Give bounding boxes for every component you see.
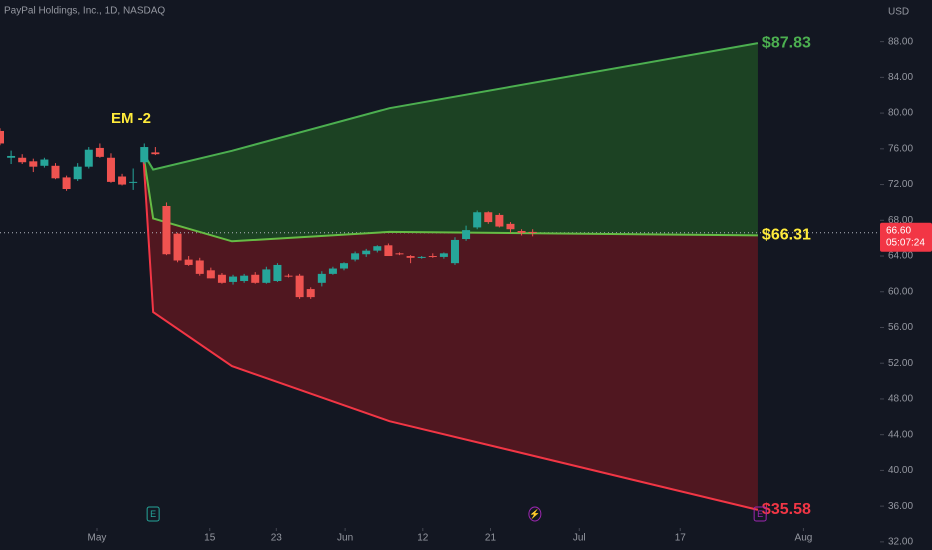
y-tick-label: 88.00 <box>888 36 913 47</box>
candle-body <box>184 259 193 265</box>
candle-body <box>229 276 238 282</box>
candle-body <box>351 253 360 260</box>
y-tick-label: 56.00 <box>888 322 913 333</box>
x-tick-label: Jun <box>337 533 353 544</box>
candle-body <box>73 166 82 180</box>
candle-body <box>62 177 71 190</box>
band-line <box>142 152 758 243</box>
y-tick-label: 72.00 <box>888 179 913 190</box>
candle-body <box>217 274 226 283</box>
candle-body <box>317 273 326 283</box>
y-tick-label: 44.00 <box>888 429 913 440</box>
y-tick-label: 36.00 <box>888 501 913 512</box>
x-tick-label: 15 <box>204 533 216 544</box>
candle-body <box>306 289 315 298</box>
y-tick-label: 52.00 <box>888 358 913 369</box>
candle-body <box>95 147 104 157</box>
x-tick-label: 21 <box>485 533 497 544</box>
candle-body <box>140 147 149 163</box>
candle-body <box>495 214 504 227</box>
candle-body <box>129 181 138 183</box>
candle-body <box>506 223 515 230</box>
candle-body <box>18 157 27 163</box>
candle-body <box>7 155 16 158</box>
event-label: E <box>150 509 156 519</box>
x-tick-label: Aug <box>795 533 813 544</box>
candle-body <box>240 275 249 282</box>
candle-body <box>51 165 60 179</box>
band-fill <box>143 43 758 242</box>
end-label: $87.83 <box>762 34 811 51</box>
event-icon <box>146 506 160 522</box>
x-tick-label: 17 <box>675 533 687 544</box>
candle-body <box>162 205 171 255</box>
candle-body <box>439 253 448 257</box>
annotation: EM -2 <box>111 110 151 127</box>
chart-title: PayPal Holdings, Inc., 1D, NASDAQ <box>4 6 165 17</box>
candle-body <box>373 246 382 251</box>
candle-body <box>406 256 415 258</box>
countdown: 05:07:24 <box>886 237 925 248</box>
y-tick-label: 76.00 <box>888 143 913 154</box>
candle-body <box>517 231 526 233</box>
y-tick-label: 80.00 <box>888 108 913 119</box>
candle-body <box>151 152 160 155</box>
y-tick-label: 64.00 <box>888 251 913 262</box>
candle-body <box>328 268 337 274</box>
candle-body <box>484 212 493 223</box>
y-tick-label: 68.00 <box>888 215 913 226</box>
x-tick-label: 12 <box>417 533 429 544</box>
candle-body <box>40 159 49 166</box>
candle-body <box>384 245 393 257</box>
candle-body <box>395 253 404 255</box>
end-label: $35.58 <box>762 501 811 518</box>
candle-body <box>528 231 537 233</box>
event-icon <box>753 506 767 522</box>
x-tick-label: Jul <box>573 533 586 544</box>
candle-body <box>118 176 127 185</box>
axis-unit: USD <box>888 7 909 18</box>
candle-body <box>251 274 260 283</box>
y-tick-label: 84.00 <box>888 72 913 83</box>
band-line <box>142 152 759 511</box>
band-line <box>142 42 759 171</box>
candle-body <box>173 233 182 261</box>
candle-body <box>84 149 93 167</box>
candle-body <box>417 256 426 258</box>
y-tick-label: 48.00 <box>888 394 913 405</box>
event-icon <box>528 506 542 522</box>
y-tick-label: 32.00 <box>888 537 913 548</box>
candle-body <box>29 161 38 167</box>
band-fill <box>143 152 758 510</box>
candle-body <box>473 212 482 228</box>
candle-body <box>262 269 271 283</box>
y-tick-label: 60.00 <box>888 286 913 297</box>
candle-body <box>273 264 282 282</box>
candle-body <box>340 263 349 269</box>
y-tick-label: 40.00 <box>888 465 913 476</box>
event-label: ⚡ <box>529 508 540 520</box>
last-price-badge <box>880 222 932 252</box>
candle-body <box>362 250 371 255</box>
candle-body <box>428 256 437 258</box>
candle-body <box>0 130 4 144</box>
event-label: E <box>757 509 763 519</box>
candle-body <box>106 157 115 182</box>
candle-body <box>450 239 459 264</box>
end-label: $66.31 <box>762 227 811 244</box>
x-tick-label: May <box>88 533 107 544</box>
candle-body <box>206 270 215 279</box>
candle-body <box>284 275 293 277</box>
x-tick-label: 23 <box>271 533 283 544</box>
candle-body <box>462 230 471 240</box>
candle-body <box>295 275 304 298</box>
candle-body <box>195 260 204 274</box>
last-price-label: 66.60 <box>886 225 911 236</box>
